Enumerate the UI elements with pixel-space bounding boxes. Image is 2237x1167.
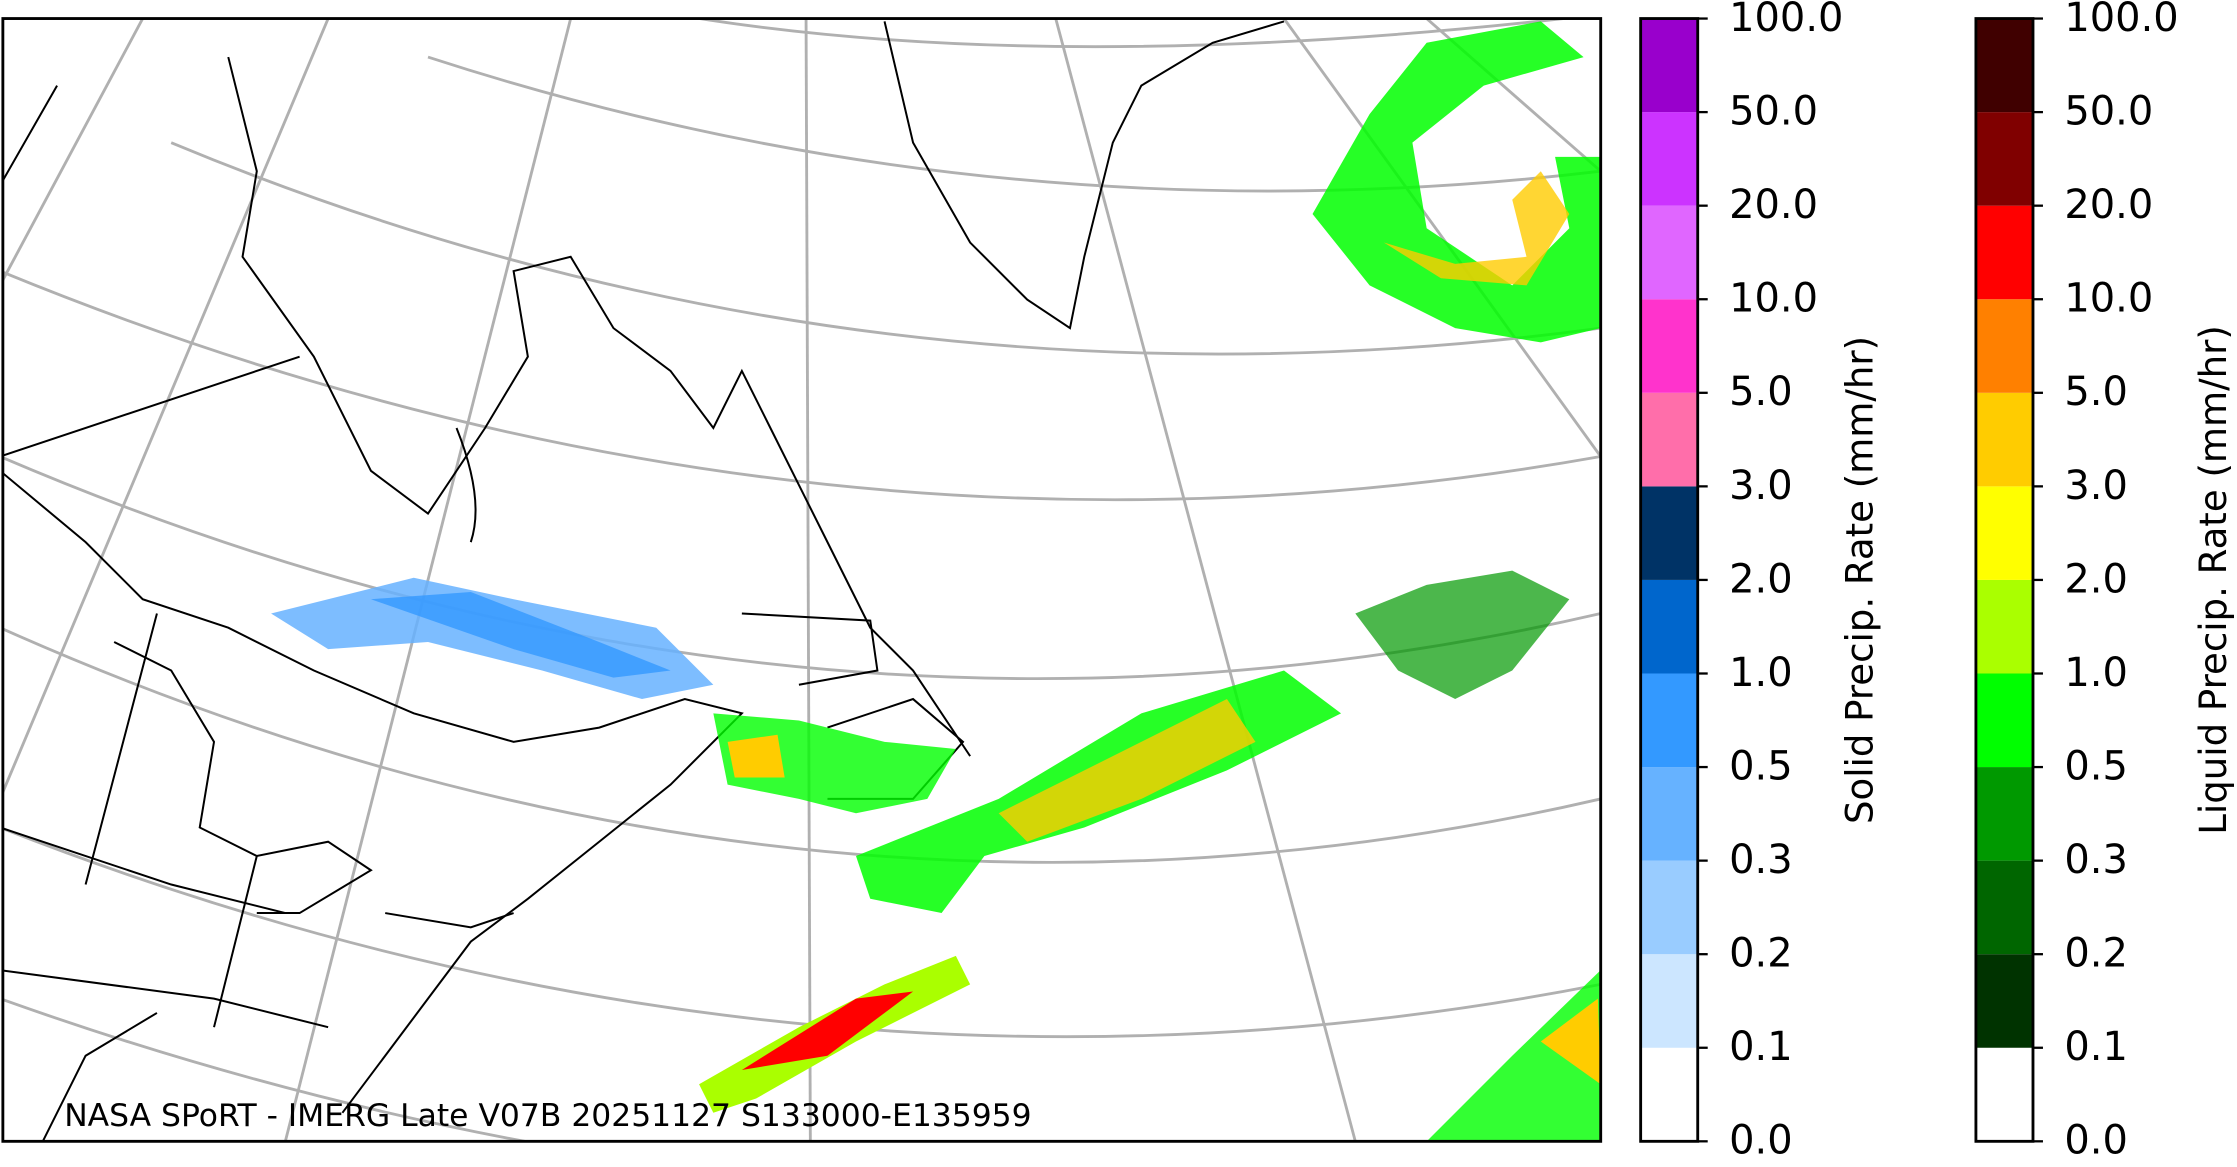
tick-label: 100.0 — [2064, 0, 2178, 41]
tick-label: 0.1 — [1729, 1024, 1793, 1070]
precipitation — [271, 21, 1601, 1142]
graticule — [2, 18, 1601, 1142]
tick-label: 0.2 — [1729, 931, 1793, 977]
colorbar-segment — [1975, 673, 2033, 768]
colorbar-segment — [1975, 767, 2033, 861]
colorbar-segment — [1640, 579, 1698, 674]
colorbar-segment — [1975, 18, 2033, 113]
colorbar-segment — [1640, 954, 1698, 1048]
colorbar-segment — [1640, 205, 1698, 300]
tick-label: 2.0 — [1729, 556, 1793, 602]
tick-label: 0.3 — [1729, 837, 1793, 883]
colorbar-segment — [1640, 860, 1698, 955]
colorbar-segment — [1975, 486, 2033, 580]
colorbars: 0.0 0.1 0.2 0.3 0.5 1.0 2.0 3.0 5.0 10.0 20.0 50.0 1… — [1639, 0, 2235, 1164]
colorbar-segment — [1975, 112, 2033, 206]
colorbar-segment — [1975, 579, 2033, 674]
colorbar-segment — [1640, 18, 1698, 113]
map: NASA SPoRT - IMERG Late V07B 20251127 S1… — [2, 18, 1601, 1142]
colorbar-segment — [1640, 392, 1698, 487]
tick-label: 0.2 — [2064, 931, 2128, 977]
tick-label: 0.3 — [2064, 837, 2128, 883]
tick-label: 10.0 — [2064, 276, 2153, 322]
colorbar-segment — [1975, 860, 2033, 955]
tick-label: 20.0 — [1729, 182, 1818, 228]
colorbar-segment — [1640, 112, 1698, 206]
tick-label: 0.1 — [2064, 1024, 2128, 1070]
tick-label: 10.0 — [1729, 276, 1818, 322]
colorbar-segment — [1640, 673, 1698, 768]
tick-label: 50.0 — [1729, 89, 1818, 135]
tick-label: 5.0 — [1729, 369, 1793, 415]
colorbar-segment — [1975, 1047, 2033, 1142]
colorbar-segment — [1975, 299, 2033, 393]
tick-label: 1.0 — [1729, 650, 1793, 696]
tick-label: 0.0 — [2064, 1118, 2128, 1164]
tick-label: 20.0 — [2064, 182, 2153, 228]
colorbar-segment — [1640, 1047, 1698, 1142]
tick-label: 5.0 — [2064, 369, 2128, 415]
tick-label: 3.0 — [2064, 463, 2128, 509]
colorbar-label: Liquid Precip. Rate (mm/hr) — [2192, 325, 2235, 835]
colorbar-segment — [1640, 486, 1698, 580]
tick-label: 1.0 — [2064, 650, 2128, 696]
colorbar-segment — [1640, 767, 1698, 861]
colorbar-label: Solid Precip. Rate (mm/hr) — [1838, 336, 1881, 824]
coastlines — [2, 20, 1285, 1142]
tick-label: 100.0 — [1729, 0, 1843, 41]
tick-label: 0.5 — [2064, 743, 2128, 789]
tick-label: 0.5 — [1729, 743, 1793, 789]
tick-label: 3.0 — [1729, 463, 1793, 509]
colorbar-segment — [1975, 392, 2033, 487]
credit: NASA SPoRT - IMERG Late V07B 20251127 S1… — [64, 1098, 1031, 1134]
map-frame — [1, 17, 1603, 1143]
tick-label: 50.0 — [2064, 89, 2153, 135]
colorbar-segment — [1975, 954, 2033, 1048]
tick-label: 2.0 — [2064, 556, 2128, 602]
colorbar-segment — [1975, 205, 2033, 300]
colorbar-segment — [1640, 299, 1698, 393]
tick-label: 0.0 — [1729, 1118, 1793, 1164]
